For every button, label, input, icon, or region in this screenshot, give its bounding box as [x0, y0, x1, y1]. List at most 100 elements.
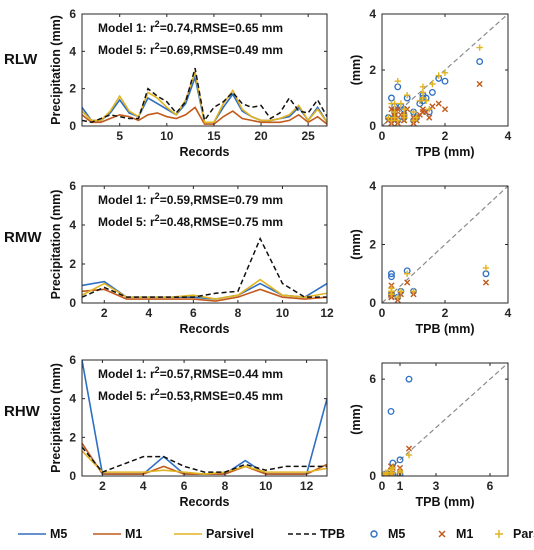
y-tick-label: 0 [69, 119, 76, 133]
x-tick-label: 4 [505, 306, 512, 320]
legend-label: M5 [388, 527, 405, 541]
scatter-point-m5 [394, 83, 402, 91]
x-tick-label: 0 [379, 129, 386, 143]
series-line-parsivel [82, 68, 327, 124]
scatter-point-m1 [482, 279, 490, 286]
x-tick-label: 2 [101, 306, 108, 320]
stat-annotation: Model 5: r2=0.53,RMSE=0.45 mm [98, 387, 283, 403]
scatter-point-m5 [388, 273, 395, 281]
scatter-point-parsivel [435, 72, 442, 79]
scatter-point-parsivel [397, 288, 405, 295]
series-line-m1 [82, 106, 327, 125]
series-group [82, 360, 327, 475]
plot-frame [81, 185, 328, 304]
y-tick-label: 6 [69, 353, 76, 367]
x-tick-label: 15 [207, 129, 221, 143]
scatter-point-m1 [441, 106, 449, 113]
y-axis-label: Precipitation (mm) [49, 15, 63, 125]
y-tick-label: 2 [369, 238, 376, 252]
series-group [82, 67, 327, 125]
scatter-point-parsivel [410, 108, 417, 116]
y-tick-label: 4 [69, 218, 76, 232]
y-tick-label: 4 [369, 179, 376, 193]
x-tick-label: 3 [433, 479, 440, 493]
x-tick-label: 6 [487, 479, 494, 493]
scatter-point-m1 [426, 114, 433, 121]
plot-frame [381, 362, 509, 477]
x-tick-label: 6 [181, 479, 188, 493]
scatter-point-m5 [388, 270, 395, 278]
series-line-m1 [82, 288, 327, 302]
scatter-point-parsivel [482, 264, 490, 272]
x-tick-label: 8 [222, 479, 229, 493]
legend-label: M1 [125, 527, 142, 541]
one-to-one-line [382, 363, 508, 476]
legend-marker-m5 [370, 530, 378, 538]
plot-frame [81, 13, 328, 127]
x-tick-label: 4 [145, 306, 152, 320]
scatter-point-parsivel [404, 270, 411, 277]
scatter-point-parsivel [410, 288, 417, 295]
scatter-point-m5 [428, 88, 436, 96]
x-tick-label: 4 [505, 129, 512, 143]
x-tick-label: 0 [379, 479, 386, 493]
scatter-point-parsivel [391, 108, 398, 116]
scatter-point-parsivel [394, 78, 401, 85]
scatter-point-m5 [388, 94, 395, 102]
scatter-point-m1 [423, 108, 430, 116]
y-tick-label: 2 [369, 63, 376, 77]
y-tick-label: 2 [69, 257, 76, 271]
stat-annotation: Model 5: r2=0.48,RMSE=0.75 mm [98, 213, 283, 229]
y-tick-label: 6 [369, 372, 376, 386]
y-axis-label: (mm) [349, 404, 363, 435]
scatter-point-m5 [387, 407, 395, 415]
x-tick-label: 8 [235, 306, 242, 320]
series-line-m1 [82, 442, 327, 475]
y-tick-label: 0 [369, 296, 376, 310]
scatter-point-m1 [404, 279, 411, 286]
series-line-tpb [82, 67, 327, 124]
scatter-point-m1 [476, 80, 483, 88]
scatter-point-parsivel [405, 451, 413, 459]
scatter-point-parsivel [429, 80, 436, 88]
scatter-panel-2: 0 2 4 0 2 4 TPB (mm) (mm) [349, 179, 512, 336]
legend-label: M5 [50, 527, 67, 541]
scatter-point-parsivel [404, 92, 411, 99]
x-axis-label: TPB (mm) [415, 322, 474, 336]
y-axis-label: Precipitation (mm) [49, 190, 63, 300]
x-tick-label: 1 [397, 479, 404, 493]
scatter-point-parsivel [388, 285, 395, 292]
scatter-point-m1 [429, 103, 436, 110]
x-tick-label: 10 [259, 479, 273, 493]
scatter-point-m5 [396, 456, 404, 464]
scatter-point-parsivel [422, 97, 430, 104]
stat-annotation: Model 1: r2=0.74,RMSE=0.65 mm [98, 19, 283, 35]
scatter-point-parsivel [400, 106, 408, 113]
one-to-one-line [382, 186, 508, 303]
x-tick-label: 4 [140, 479, 147, 493]
scatter-point-m1 [435, 100, 442, 107]
x-tick-label: 2 [442, 129, 449, 143]
scatter-point-parsivel [394, 293, 401, 301]
stat-annotation: Model 1: r2=0.59,RMSE=0.79 mm [98, 191, 283, 207]
x-axis-label: Records [179, 145, 229, 159]
x-tick-label: 10 [160, 129, 174, 143]
scatter-point-parsivel [388, 291, 395, 298]
x-tick-label: 12 [300, 479, 314, 493]
legend-label: Parsivel [513, 527, 534, 541]
scatter-point-parsivel [416, 97, 423, 104]
scatter-points [382, 186, 508, 303]
scatter-point-parsivel [426, 106, 433, 113]
scatter-point-m5 [405, 375, 413, 383]
series-group [82, 236, 327, 302]
scatter-points [382, 363, 508, 476]
x-tick-label: 12 [320, 306, 334, 320]
legend-label: M1 [456, 527, 473, 541]
y-tick-label: 4 [369, 7, 376, 21]
y-tick-label: 0 [369, 119, 376, 133]
x-tick-label: 5 [116, 129, 123, 143]
series-line-parsivel [82, 450, 327, 475]
scatter-point-parsivel [387, 466, 395, 473]
